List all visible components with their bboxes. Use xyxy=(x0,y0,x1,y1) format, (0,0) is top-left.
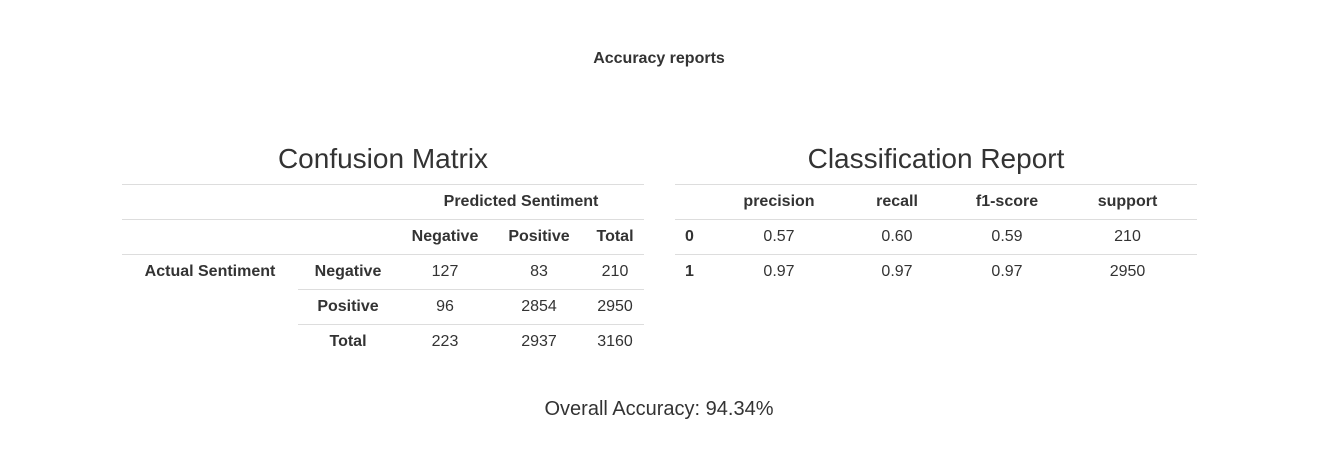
table-row: Positive 96 2854 2950 xyxy=(122,289,645,325)
confusion-matrix-table: Predicted Sentiment Negative Positive To… xyxy=(122,184,645,359)
column-header-negative: Negative xyxy=(398,219,492,255)
table-row: Actual Sentiment Negative 127 83 210 xyxy=(122,254,645,290)
column-header-precision: precision xyxy=(743,193,815,210)
table-cell: 0.97 xyxy=(956,254,1058,289)
table-cell: 83 xyxy=(492,254,586,290)
page-title: Accuracy reports xyxy=(593,50,725,67)
table-cell: 0.59 xyxy=(956,219,1058,255)
table-row: 0 0.57 0.60 0.59 210 xyxy=(675,219,1197,255)
row-header-class-1: 1 xyxy=(675,254,720,289)
table-row: Predicted Sentiment xyxy=(122,185,644,220)
confusion-matrix-title: Confusion Matrix xyxy=(277,143,489,174)
table-cell: 2950 xyxy=(586,289,645,325)
table-row: 1 0.97 0.97 0.97 2950 xyxy=(675,254,1197,289)
classification-report-title: Classification Report xyxy=(807,143,1065,174)
actual-sentiment-header: Actual Sentiment xyxy=(122,254,298,290)
column-header-f1-score: f1-score xyxy=(975,193,1039,210)
table-row: Total 223 2937 3160 xyxy=(122,324,645,359)
column-header-recall: recall xyxy=(876,193,918,210)
classification-report-table: precision recall f1-score support 0 0.57… xyxy=(675,184,1197,289)
row-header-negative: Negative xyxy=(298,254,398,290)
table-cell: 0.97 xyxy=(838,254,956,289)
table-cell: 0.57 xyxy=(720,219,838,255)
table-row: precision recall f1-score support xyxy=(675,185,1197,220)
table-cell: 210 xyxy=(1058,219,1197,255)
table-cell: 0.60 xyxy=(838,219,956,255)
table-cell: 127 xyxy=(398,254,492,290)
table-cell: 2937 xyxy=(492,324,586,359)
table-cell: 2950 xyxy=(1058,254,1197,289)
table-cell: 223 xyxy=(398,324,492,359)
overall-accuracy: Overall Accuracy: 94.34% xyxy=(544,398,774,420)
table-cell: 210 xyxy=(586,254,645,290)
column-header-support: support xyxy=(1097,193,1158,210)
table-cell: 96 xyxy=(398,289,492,325)
table-cell: 0.97 xyxy=(720,254,838,289)
table-row: Negative Positive Total xyxy=(122,219,645,255)
row-header-class-0: 0 xyxy=(675,219,720,255)
row-header-positive: Positive xyxy=(298,289,398,325)
column-header-positive: Positive xyxy=(492,219,586,255)
column-header-total: Total xyxy=(586,219,645,255)
predicted-sentiment-header: Predicted Sentiment xyxy=(443,193,599,210)
row-header-total: Total xyxy=(298,324,398,359)
table-cell: 3160 xyxy=(586,324,645,359)
table-cell: 2854 xyxy=(492,289,586,325)
